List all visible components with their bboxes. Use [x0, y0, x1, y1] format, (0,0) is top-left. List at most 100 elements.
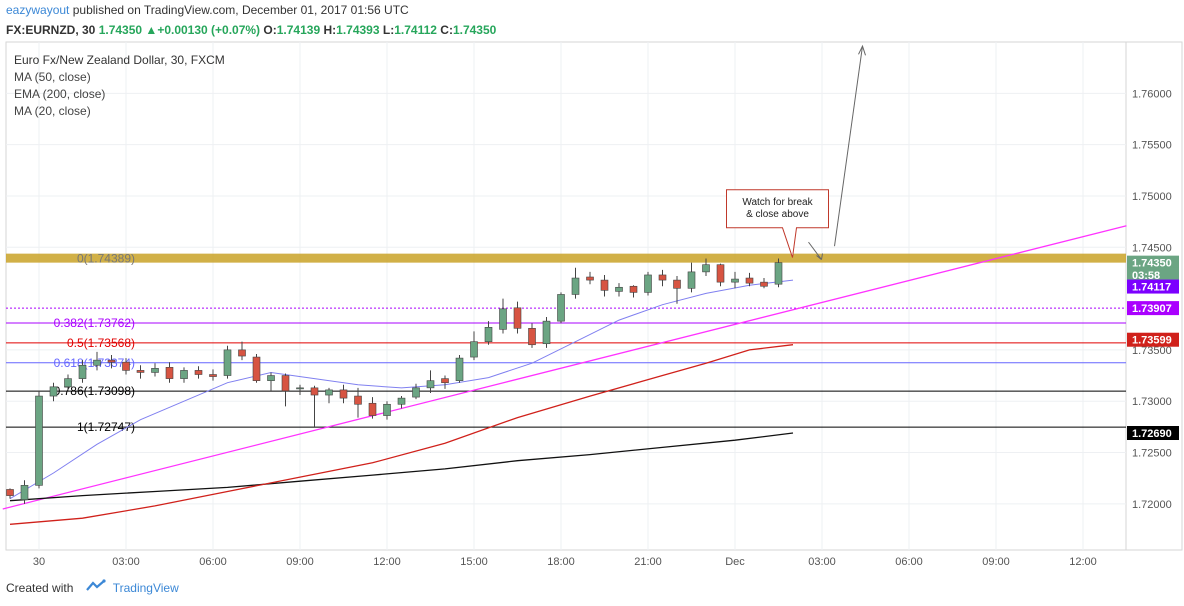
price-label-text: 1.74117 [1132, 282, 1171, 294]
candle-body[interactable] [586, 276, 594, 281]
fib-level-label: 1(1.72747) [77, 420, 135, 434]
x-tick-label: 03:00 [808, 556, 836, 568]
annotation-callout[interactable] [726, 189, 829, 258]
candle-body[interactable] [629, 285, 638, 293]
y-tick-label: 1.75500 [1132, 140, 1172, 152]
candle-body[interactable] [209, 374, 217, 377]
candle-body[interactable] [615, 286, 623, 292]
price-label-box [1127, 279, 1179, 294]
candle-body[interactable] [64, 378, 72, 388]
candle-body[interactable] [702, 264, 710, 273]
author-link[interactable]: eazywayout [6, 3, 70, 17]
candle-body[interactable] [49, 386, 58, 397]
candle-body[interactable] [774, 262, 783, 285]
candle-body[interactable] [354, 395, 362, 405]
legend-ma50[interactable]: MA (50, close) [14, 70, 91, 84]
candle-body[interactable] [78, 364, 87, 379]
candle-body[interactable] [35, 395, 43, 486]
y-tick-label: 1.76000 [1132, 88, 1172, 100]
candle-body[interactable] [296, 387, 304, 390]
symbol-name: FX:EURNZD, 30 [6, 23, 96, 37]
tradingview-link[interactable]: TradingView [112, 581, 179, 595]
candle-body[interactable] [180, 370, 188, 379]
candle-body[interactable] [339, 389, 348, 399]
candle-body[interactable] [484, 327, 493, 342]
high-label: H: [323, 23, 337, 37]
candle-body[interactable] [6, 489, 14, 496]
y-tick-label: 1.74500 [1132, 242, 1172, 254]
x-tick-label: 15:00 [460, 556, 488, 568]
candle-body[interactable] [397, 397, 406, 405]
candle-body[interactable] [151, 368, 159, 373]
candle-body[interactable] [644, 274, 652, 293]
candle-body[interactable] [20, 485, 29, 501]
x-tick-label: 09:00 [982, 556, 1010, 568]
candle-body[interactable] [223, 349, 232, 376]
trendline[interactable] [2, 225, 1127, 510]
candle-body[interactable] [281, 375, 290, 392]
candle-body[interactable] [441, 378, 449, 384]
candle-body[interactable] [267, 375, 275, 381]
candle-body[interactable] [165, 367, 174, 379]
ema200-line [9, 432, 794, 502]
candle-body[interactable] [252, 356, 261, 381]
candle-body[interactable] [542, 320, 551, 345]
candle-body[interactable] [499, 308, 507, 330]
fib-level-label: 0.5(1.73568) [67, 336, 135, 350]
candle-body[interactable] [470, 341, 478, 358]
open-value: 1.74139 [276, 23, 321, 37]
candle-body[interactable] [760, 281, 768, 287]
x-tick-label: 09:00 [286, 556, 314, 568]
candle-body[interactable] [194, 370, 203, 375]
y-tick-label: 1.72000 [1132, 499, 1172, 511]
fib-level-label: 0.382(1.73762) [54, 316, 135, 330]
y-tick-label: 1.75000 [1132, 191, 1172, 203]
price-chart[interactable]: 0(1.74389)0.382(1.73762)0.5(1.73568)0.61… [0, 0, 1184, 568]
candle-body[interactable] [513, 307, 522, 329]
candle-body[interactable] [745, 277, 754, 284]
x-tick-label: 12:00 [1069, 556, 1097, 568]
chart-pane [5, 41, 1127, 551]
candle-body[interactable] [687, 271, 696, 289]
candle-body[interactable] [716, 264, 725, 283]
candle-body[interactable] [107, 359, 116, 363]
candle-body[interactable] [557, 294, 565, 322]
candle-body[interactable] [238, 349, 246, 357]
arrow-head-icon [858, 44, 866, 56]
candle-body[interactable] [658, 274, 667, 281]
candle-body[interactable] [122, 361, 130, 371]
x-tick-label: 21:00 [634, 556, 662, 568]
x-tick-label: 12:00 [373, 556, 401, 568]
legend-ma20[interactable]: MA (20, close) [14, 104, 91, 118]
legend-ema200[interactable]: EMA (200, close) [14, 87, 106, 101]
candle-body[interactable] [600, 279, 609, 291]
ma20-line [9, 279, 794, 500]
price-label-box [1127, 332, 1179, 347]
y-tick-label: 1.72500 [1132, 448, 1172, 460]
legend-title: Euro Fx/New Zealand Dollar, 30, FXCM [14, 53, 225, 67]
y-tick-label: 1.73000 [1132, 396, 1172, 408]
low-value: 1.74112 [394, 23, 437, 37]
candle-body[interactable] [673, 279, 681, 289]
candle-body[interactable] [426, 380, 435, 389]
candle-body[interactable] [383, 403, 391, 416]
candle-body[interactable] [136, 370, 145, 373]
resistance-zone[interactable] [6, 253, 1126, 263]
candle-body[interactable] [412, 387, 420, 398]
candle-body[interactable] [93, 359, 101, 366]
price-label-text: 1.74350 [1132, 258, 1172, 270]
x-tick-label: 18:00 [547, 556, 575, 568]
projection-arrow [834, 46, 863, 247]
fib-level-label: 0(1.74389) [77, 252, 135, 266]
candle-body[interactable] [325, 389, 333, 396]
candle-body[interactable] [368, 402, 377, 416]
candle-body[interactable] [731, 278, 739, 283]
price-label-text: 1.72690 [1132, 428, 1172, 440]
candle-body[interactable] [455, 357, 464, 381]
ma50-line [9, 344, 794, 525]
chart-legend: Euro Fx/New Zealand Dollar, 30, FXCM MA … [14, 52, 225, 120]
candle-body[interactable] [310, 387, 319, 396]
candle-body[interactable] [571, 277, 580, 295]
candle-body[interactable] [528, 328, 536, 346]
x-tick-label: 06:00 [895, 556, 923, 568]
